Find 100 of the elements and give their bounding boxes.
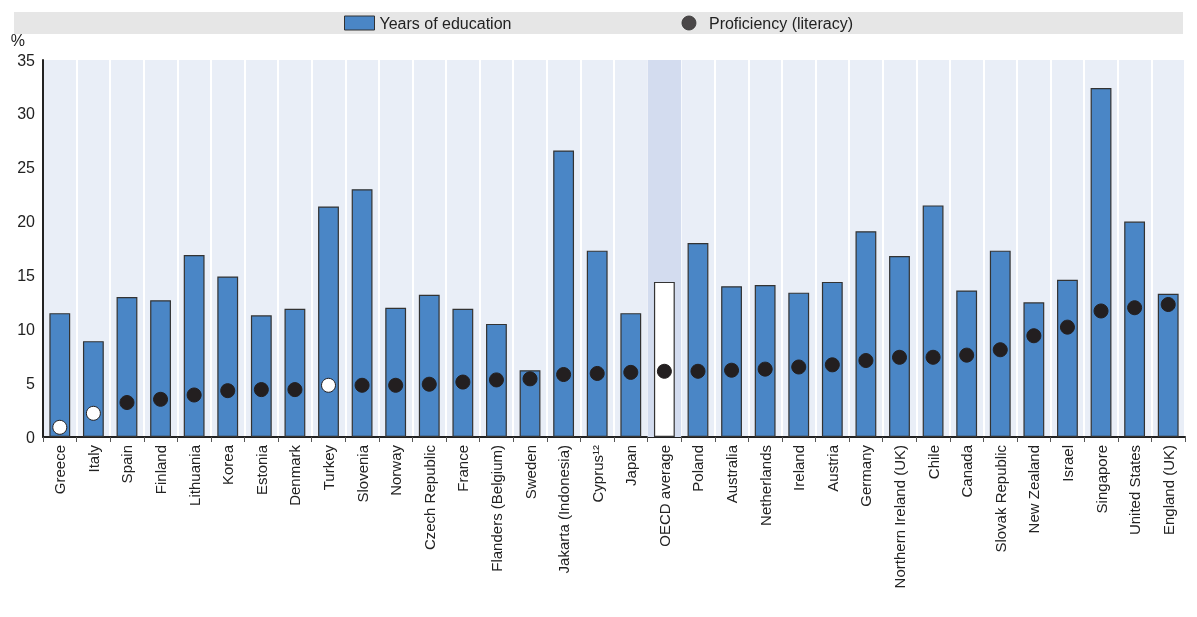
bar [687, 243, 709, 437]
point [690, 363, 706, 379]
x-tick-label: Northern Ireland (UK) [891, 445, 908, 589]
point [421, 376, 437, 392]
x-tick-label: Israel [1058, 445, 1076, 482]
point [1160, 297, 1176, 313]
y-tick-label: 15 [17, 266, 36, 284]
point [589, 365, 605, 381]
x-tick-label: OECD average [655, 445, 673, 547]
x-tick-label: Singapore [1092, 445, 1110, 514]
x-tick-label: Italy [84, 444, 102, 473]
point [925, 349, 941, 365]
y-tick-label: 35 [17, 51, 36, 69]
bar [1124, 221, 1146, 437]
x-tick-label: France [454, 445, 472, 492]
bar [553, 150, 575, 437]
x-tick-label: Turkey [320, 444, 337, 491]
y-tick-label: 10 [17, 320, 36, 338]
x-tick-label: Lithuania [185, 444, 203, 506]
bar [217, 276, 239, 437]
bar [989, 250, 1011, 437]
bar [586, 250, 608, 437]
point [892, 349, 907, 365]
x-tick-label: Czech Republic [420, 444, 438, 551]
point [153, 391, 169, 407]
x-tick-label: Flanders (Belgium) [487, 445, 505, 572]
bar [284, 308, 306, 437]
legend-label: Proficiency (literacy) [708, 14, 853, 32]
x-tick-label: New Zealand [1025, 445, 1043, 534]
bar [486, 323, 507, 437]
x-tick-label: Finland [152, 445, 170, 495]
bar [150, 300, 171, 437]
x-tick-label: Poland [689, 445, 707, 492]
x-tick-label: Estonia [252, 444, 270, 496]
bar [183, 254, 205, 437]
bar [49, 313, 71, 437]
point [522, 371, 538, 387]
bar [620, 313, 642, 437]
bar [922, 205, 944, 437]
point [656, 363, 672, 379]
point [119, 395, 135, 411]
x-tick-label: Australia [723, 444, 741, 504]
x-tick-label: Norway [387, 444, 405, 496]
bar [318, 206, 339, 437]
bar [250, 315, 272, 437]
point [455, 374, 471, 390]
x-tick-label: Spain [118, 445, 136, 484]
legend-label: Years of education [379, 14, 512, 32]
bar [418, 294, 440, 437]
y-tick-label: 25 [17, 159, 36, 177]
bar [351, 189, 373, 437]
point [85, 405, 101, 421]
x-tick-label: Jakarta (Indonesia) [555, 445, 573, 574]
x-tick-label: Japan [622, 445, 640, 486]
bar [1023, 302, 1045, 437]
point [1059, 319, 1075, 335]
point [186, 387, 202, 403]
x-tick-label: Denmark [286, 444, 304, 506]
point [623, 364, 639, 380]
point [992, 342, 1008, 358]
x-tick-label: Greece [51, 445, 69, 495]
x-tick-label: England (UK) [1159, 445, 1177, 536]
bar [116, 296, 138, 437]
x-tick-label: Sweden [521, 445, 539, 500]
bar [721, 286, 742, 437]
point [757, 361, 773, 377]
point [791, 359, 807, 375]
x-tick-label: Slovak Republic [991, 444, 1009, 553]
x-tick-label: Germany [857, 444, 875, 507]
bar [82, 341, 104, 437]
point [388, 377, 404, 393]
point [724, 362, 740, 378]
x-tick-label: Netherlands [756, 445, 774, 526]
point [1093, 303, 1109, 319]
point [1127, 300, 1143, 316]
x-tick-label: Slovenia [353, 444, 371, 503]
x-tick-label: Canada [958, 444, 976, 498]
point [1026, 328, 1042, 344]
point [824, 357, 840, 373]
point [556, 367, 572, 383]
x-tick-label: Cyprus¹² [588, 445, 606, 503]
point [52, 419, 68, 435]
bar [754, 285, 776, 437]
bar [956, 290, 978, 437]
x-tick-label: Austria [823, 444, 841, 492]
bar [385, 307, 407, 437]
bar [788, 292, 810, 437]
bar [855, 231, 877, 437]
y-tick-label: 20 [17, 213, 36, 231]
bar [1157, 293, 1179, 437]
bar [452, 308, 474, 437]
bar [889, 256, 910, 437]
bar [821, 281, 843, 437]
y-tick-label: 0 [26, 428, 36, 446]
x-tick-label: United States [1126, 445, 1144, 536]
y-tick-label: 5 [26, 374, 36, 392]
bar [1057, 279, 1078, 437]
bar [653, 281, 675, 437]
point [220, 383, 236, 399]
point [858, 353, 874, 369]
